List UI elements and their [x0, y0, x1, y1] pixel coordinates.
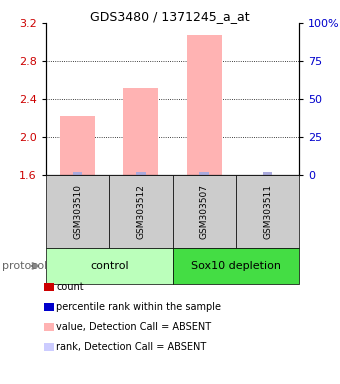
- Text: GSM303512: GSM303512: [136, 184, 146, 238]
- Bar: [263, 172, 272, 175]
- Text: Sox10 depletion: Sox10 depletion: [191, 261, 281, 271]
- Text: GDS3480 / 1371245_a_at: GDS3480 / 1371245_a_at: [90, 10, 250, 23]
- Text: rank, Detection Call = ABSENT: rank, Detection Call = ABSENT: [56, 342, 206, 352]
- Bar: [123, 88, 158, 175]
- Text: GSM303511: GSM303511: [263, 184, 272, 239]
- Text: percentile rank within the sample: percentile rank within the sample: [56, 302, 221, 312]
- Text: count: count: [56, 282, 84, 292]
- Text: control: control: [90, 261, 129, 271]
- Text: GSM303507: GSM303507: [200, 184, 209, 239]
- Bar: [60, 116, 95, 175]
- Bar: [187, 35, 222, 175]
- Bar: [73, 172, 82, 175]
- Text: value, Detection Call = ABSENT: value, Detection Call = ABSENT: [56, 322, 211, 332]
- Bar: [136, 172, 146, 175]
- Text: GSM303510: GSM303510: [73, 184, 82, 239]
- Bar: [199, 172, 209, 175]
- Text: protocol: protocol: [2, 261, 47, 271]
